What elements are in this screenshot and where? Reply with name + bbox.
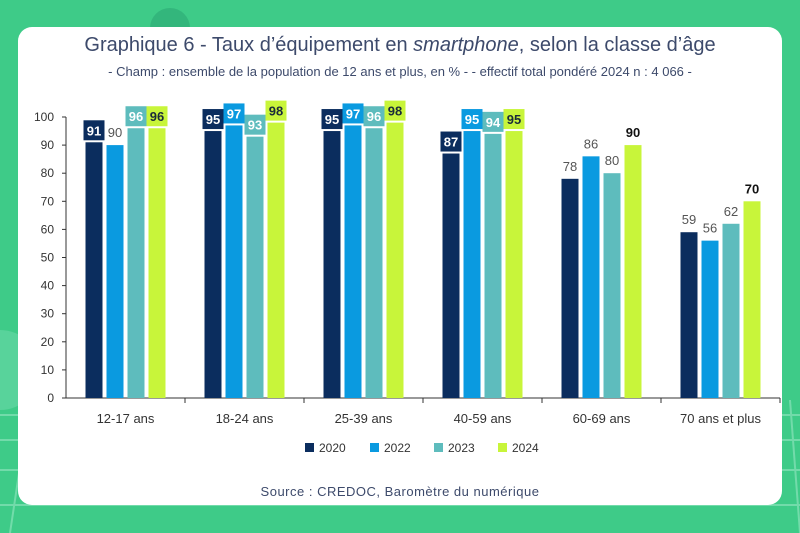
data-label-box — [83, 120, 105, 141]
data-label-box — [363, 106, 385, 127]
legend-label: 2024 — [512, 441, 539, 455]
bar — [225, 125, 243, 399]
data-label: 90 — [108, 125, 122, 140]
bar — [680, 232, 698, 398]
data-label: 98 — [388, 104, 402, 119]
data-label-box — [244, 114, 266, 135]
bar — [127, 128, 145, 399]
bar — [624, 145, 642, 398]
bar — [603, 173, 621, 398]
y-tick-label: 90 — [41, 138, 55, 152]
data-label-box — [125, 106, 147, 127]
x-tick-label: 25-39 ans — [335, 411, 393, 426]
bar — [148, 128, 166, 399]
data-label: 96 — [150, 109, 164, 124]
y-tick-label: 50 — [41, 251, 55, 265]
bar — [743, 201, 761, 398]
x-tick-label: 40-59 ans — [454, 411, 512, 426]
data-label: 62 — [724, 204, 738, 219]
data-label-box — [265, 100, 287, 121]
bar — [582, 156, 600, 398]
bar — [106, 145, 124, 398]
data-label: 87 — [444, 135, 458, 150]
data-label: 56 — [703, 221, 717, 236]
y-tick-label: 80 — [41, 166, 55, 180]
data-label: 96 — [129, 109, 143, 124]
x-tick-label: 60-69 ans — [573, 411, 631, 426]
data-label: 95 — [465, 112, 479, 127]
data-label: 80 — [605, 153, 619, 168]
y-tick-label: 0 — [47, 391, 54, 405]
legend-swatch — [434, 443, 443, 452]
data-label: 70 — [745, 181, 759, 196]
data-label-box — [503, 109, 525, 130]
data-label-box — [146, 106, 168, 127]
bar — [505, 131, 523, 399]
data-label: 95 — [206, 112, 220, 127]
chart-title: Graphique 6 - Taux d’équipement en smart… — [84, 34, 716, 56]
legend-label: 2020 — [319, 441, 346, 455]
data-label-box — [461, 109, 483, 130]
data-label: 93 — [248, 118, 262, 133]
x-tick-label: 12-17 ans — [97, 411, 155, 426]
data-label: 94 — [486, 115, 501, 130]
data-label: 90 — [626, 125, 640, 140]
bar — [85, 142, 103, 398]
y-tick-label: 70 — [41, 194, 55, 208]
data-label: 86 — [584, 136, 598, 151]
x-tick-label: 70 ans et plus — [680, 411, 761, 426]
legend-swatch — [498, 443, 507, 452]
y-tick-label: 60 — [41, 222, 55, 236]
data-label-box — [202, 109, 224, 130]
data-label-box — [321, 109, 343, 130]
bar — [323, 131, 341, 399]
bar — [365, 128, 383, 399]
bar — [463, 131, 481, 399]
y-tick-label: 40 — [41, 279, 55, 293]
chart-source: Source : CREDOC, Baromètre du numérique — [260, 484, 540, 499]
bar — [204, 131, 222, 399]
data-label-box — [482, 111, 504, 132]
y-tick-label: 10 — [41, 363, 55, 377]
bar — [484, 133, 502, 399]
data-label-box — [223, 103, 245, 124]
bar — [344, 125, 362, 399]
data-label: 78 — [563, 159, 577, 174]
y-tick-label: 100 — [34, 110, 54, 124]
x-tick-label: 18-24 ans — [216, 411, 274, 426]
bar — [701, 240, 719, 398]
data-label: 95 — [507, 112, 521, 127]
legend-swatch — [370, 443, 379, 452]
data-label: 97 — [227, 106, 241, 121]
data-label: 91 — [87, 123, 101, 138]
data-label: 98 — [269, 104, 283, 119]
legend-label: 2022 — [384, 441, 411, 455]
data-label: 97 — [346, 106, 360, 121]
data-label: 59 — [682, 212, 696, 227]
data-label: 96 — [367, 109, 381, 124]
data-label-box — [384, 100, 406, 121]
bar — [386, 122, 404, 399]
bar — [561, 178, 579, 398]
bar — [442, 153, 460, 398]
legend-swatch — [305, 443, 314, 452]
data-label: 95 — [325, 112, 339, 127]
y-tick-label: 20 — [41, 335, 55, 349]
data-label-box — [440, 131, 462, 152]
bar — [246, 136, 264, 399]
chart-subtitle: - Champ : ensemble de la population de 1… — [108, 64, 692, 79]
legend-label: 2023 — [448, 441, 475, 455]
bar — [267, 122, 285, 399]
data-label-box — [342, 103, 364, 124]
y-tick-label: 30 — [41, 307, 55, 321]
bar — [722, 223, 740, 398]
